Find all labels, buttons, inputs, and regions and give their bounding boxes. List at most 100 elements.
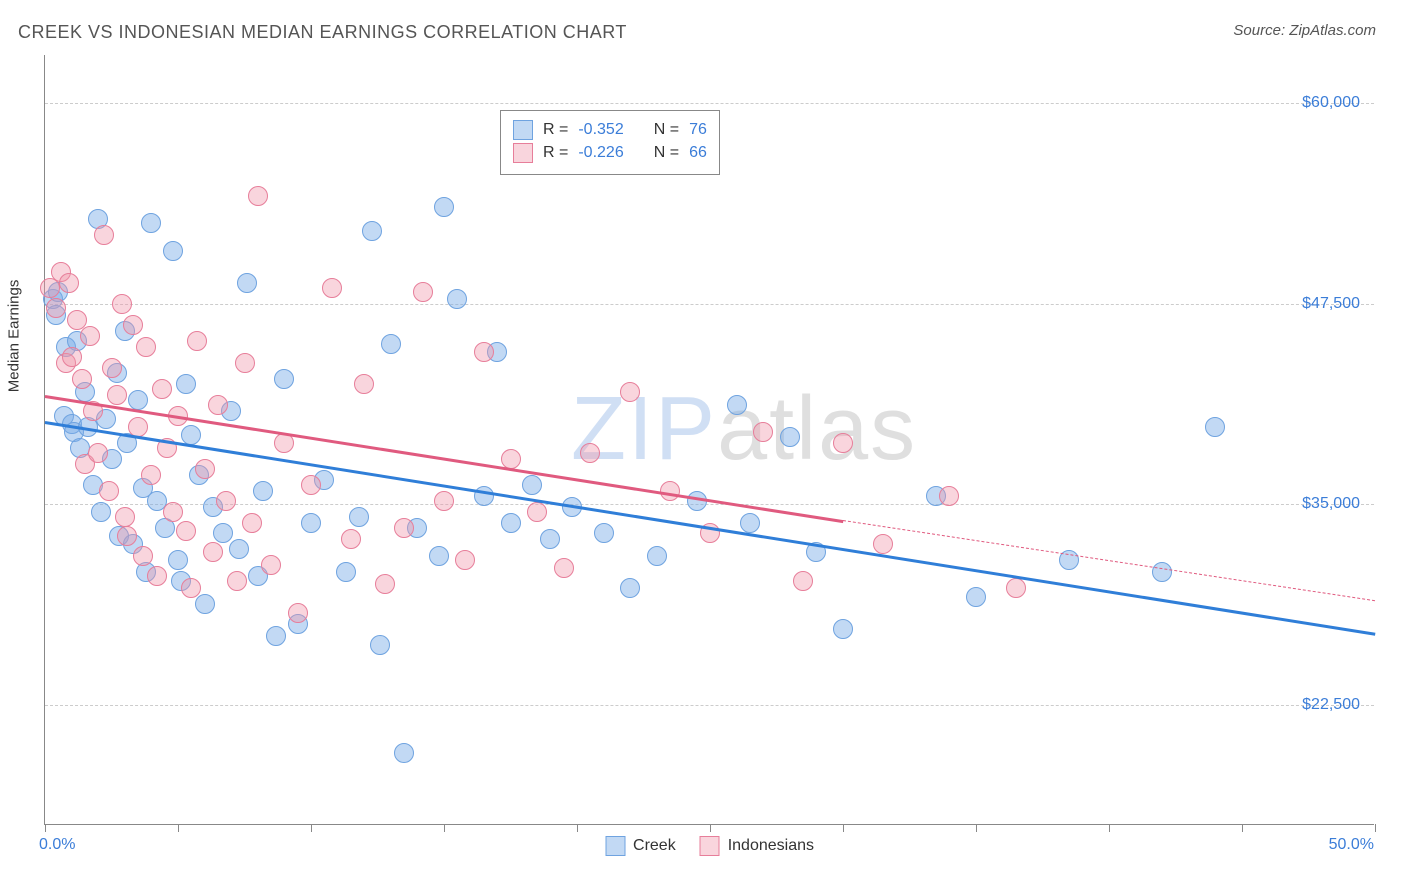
scatter-point: [349, 507, 369, 527]
scatter-point: [620, 578, 640, 598]
x-tick: [1375, 824, 1376, 832]
y-tick-label: $35,000: [1302, 495, 1360, 513]
scatter-point: [136, 337, 156, 357]
scatter-point: [147, 566, 167, 586]
scatter-point: [753, 422, 773, 442]
scatter-point: [1205, 417, 1225, 437]
gridline: [45, 705, 1374, 706]
scatter-point: [647, 546, 667, 566]
scatter-point: [447, 289, 467, 309]
scatter-point: [102, 358, 122, 378]
legend-r-value-indonesians: -0.226: [578, 144, 623, 162]
scatter-point: [362, 221, 382, 241]
scatter-point: [187, 331, 207, 351]
legend-swatch-creek: [513, 120, 533, 140]
scatter-point: [501, 513, 521, 533]
legend-n-value-indonesians: 66: [689, 144, 707, 162]
x-tick: [311, 824, 312, 832]
scatter-point: [394, 518, 414, 538]
x-tick: [843, 824, 844, 832]
scatter-point: [341, 529, 361, 549]
scatter-point: [620, 382, 640, 402]
scatter-point: [554, 558, 574, 578]
scatter-point: [72, 369, 92, 389]
source-label: Source:: [1233, 22, 1289, 39]
scatter-point: [580, 443, 600, 463]
scatter-point: [115, 507, 135, 527]
legend-series: Creek Indonesians: [605, 836, 814, 856]
scatter-point: [381, 334, 401, 354]
scatter-point: [94, 225, 114, 245]
scatter-point: [833, 619, 853, 639]
scatter-point: [261, 555, 281, 575]
scatter-point: [229, 539, 249, 559]
scatter-point: [939, 486, 959, 506]
y-tick-label: $22,500: [1302, 696, 1360, 714]
scatter-point: [1152, 562, 1172, 582]
scatter-point: [253, 481, 273, 501]
x-tick: [976, 824, 977, 832]
scatter-point: [301, 475, 321, 495]
scatter-point: [274, 369, 294, 389]
legend-item-creek: Creek: [605, 836, 676, 856]
scatter-point: [522, 475, 542, 495]
legend-swatch-creek: [605, 836, 625, 856]
scatter-point: [152, 379, 172, 399]
scatter-point: [208, 395, 228, 415]
scatter-point: [163, 502, 183, 522]
legend-n-label: N =: [654, 121, 679, 139]
scatter-point: [793, 571, 813, 591]
scatter-point: [740, 513, 760, 533]
scatter-point: [322, 278, 342, 298]
scatter-point: [117, 526, 137, 546]
scatter-point: [107, 385, 127, 405]
x-tick: [444, 824, 445, 832]
legend-row-indonesians: R = -0.226 N = 66: [513, 143, 707, 163]
legend-label-indonesians: Indonesians: [728, 837, 814, 855]
scatter-point: [237, 273, 257, 293]
legend-n-label: N =: [654, 144, 679, 162]
x-tick: [178, 824, 179, 832]
scatter-point: [413, 282, 433, 302]
scatter-point: [540, 529, 560, 549]
x-axis-max-label: 50.0%: [1329, 836, 1374, 854]
y-tick-label: $47,500: [1302, 295, 1360, 313]
scatter-point: [133, 546, 153, 566]
source-attribution: Source: ZipAtlas.com: [1233, 22, 1376, 39]
legend-row-creek: R = -0.352 N = 76: [513, 120, 707, 140]
scatter-point: [301, 513, 321, 533]
scatter-point: [1006, 578, 1026, 598]
scatter-point: [46, 298, 66, 318]
legend-swatch-indonesians: [513, 143, 533, 163]
scatter-point: [727, 395, 747, 415]
x-tick: [1109, 824, 1110, 832]
scatter-point: [163, 241, 183, 261]
y-axis-label: Median Earnings: [6, 280, 23, 393]
scatter-point: [429, 546, 449, 566]
scatter-point: [354, 374, 374, 394]
scatter-point: [370, 635, 390, 655]
scatter-point: [288, 603, 308, 623]
legend-n-value-creek: 76: [689, 121, 707, 139]
scatter-point: [336, 562, 356, 582]
scatter-point: [91, 502, 111, 522]
scatter-point: [141, 465, 161, 485]
scatter-point: [216, 491, 236, 511]
watermark-part2: atlas: [717, 379, 917, 479]
watermark-part1: ZIP: [571, 379, 717, 479]
scatter-point: [375, 574, 395, 594]
legend-label-creek: Creek: [633, 837, 676, 855]
x-tick: [577, 824, 578, 832]
scatter-point: [455, 550, 475, 570]
scatter-point: [168, 550, 188, 570]
chart-title: CREEK VS INDONESIAN MEDIAN EARNINGS CORR…: [18, 22, 627, 43]
scatter-point: [394, 743, 414, 763]
scatter-point: [176, 521, 196, 541]
scatter-point: [99, 481, 119, 501]
scatter-point: [213, 523, 233, 543]
x-tick: [1242, 824, 1243, 832]
legend-item-indonesians: Indonesians: [700, 836, 814, 856]
gridline: [45, 304, 1374, 305]
scatter-point: [195, 594, 215, 614]
scatter-point: [594, 523, 614, 543]
